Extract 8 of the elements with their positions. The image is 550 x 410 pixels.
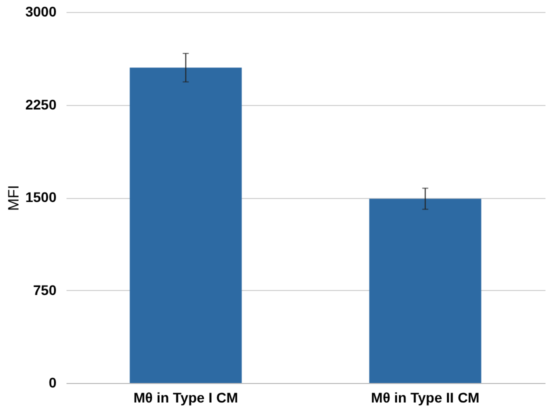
x-tick-label: Mθ in Type II CM	[371, 390, 480, 406]
x-tick-label: Mθ in Type I CM	[133, 390, 238, 406]
y-tick-label: 1500	[25, 189, 57, 205]
y-tick-label: 0	[48, 374, 57, 390]
y-tick-label: 3000	[25, 4, 57, 20]
y-axis-title: MFI	[5, 185, 22, 211]
y-tick-label: 750	[33, 282, 57, 298]
y-tick-label: 2250	[25, 96, 57, 112]
